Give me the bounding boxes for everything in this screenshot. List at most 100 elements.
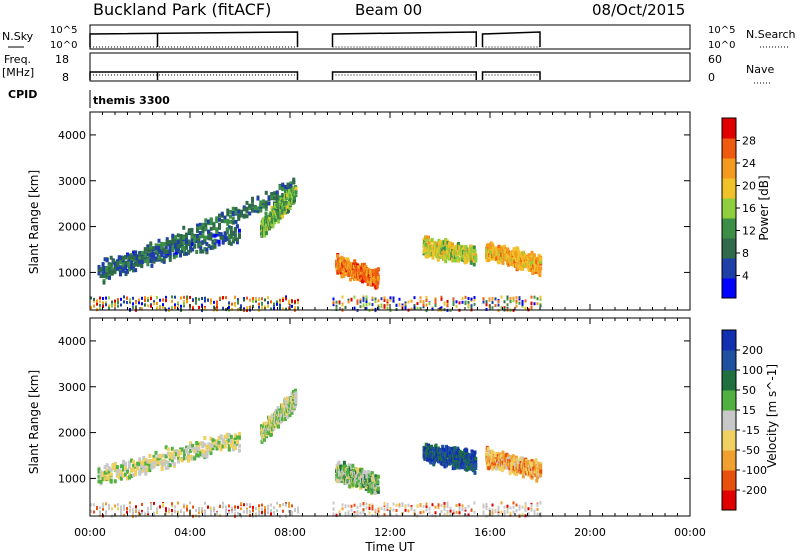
range-gate-pixel-1 (165, 237, 169, 242)
ground-pixel (276, 300, 278, 304)
ground-pixel (183, 511, 185, 515)
range-gate-pixel-0 (195, 249, 199, 254)
range-gate-pixel-4 (505, 465, 509, 470)
range-gate-pixel-5 (521, 266, 525, 271)
ground-pixel (449, 506, 452, 510)
range-gate-pixel-0 (189, 443, 193, 448)
range-gate-pixel-2 (265, 215, 269, 220)
range-gate-pixel-1 (196, 228, 199, 233)
ground-pixel (147, 510, 149, 514)
ground-pixel (440, 510, 443, 514)
ground-pixel (90, 306, 92, 310)
range-gate-pixel-4 (472, 262, 476, 267)
range-gate-pixel-1 (185, 243, 188, 248)
ground-pixel (258, 302, 260, 306)
ground-pixel (530, 508, 533, 512)
ground-pixel (425, 309, 428, 313)
range-gate-pixel-1 (281, 417, 284, 422)
range-gate-pixel-1 (201, 233, 205, 238)
range-gate-pixel-1 (240, 212, 243, 217)
range-gate-pixel-0 (99, 267, 103, 272)
ground-pixel (494, 510, 497, 514)
range-gate-pixel-0 (142, 468, 146, 473)
ground-pixel (374, 307, 377, 311)
range-gate-pixel-0 (178, 249, 182, 254)
range-gate-pixel-3 (339, 268, 343, 273)
ground-pixel (105, 301, 107, 305)
range-gate-pixel-1 (270, 431, 273, 436)
range-gate-pixel-1 (102, 280, 106, 285)
range-gate-pixel-1 (281, 403, 284, 408)
range-gate-pixel-0 (134, 472, 138, 477)
range-gate-pixel-4 (536, 474, 540, 479)
ground-pixel (180, 296, 182, 300)
range-gate-pixel-0 (158, 460, 162, 465)
ground-pixel (270, 503, 272, 507)
range-gate-pixel-1 (215, 229, 219, 234)
range-gate-pixel-0 (203, 247, 207, 252)
ground-pixel (261, 507, 263, 511)
range-gate-pixel-0 (193, 447, 197, 452)
ground-pixel (446, 299, 449, 303)
range-gate-pixel-4 (514, 455, 518, 460)
ground-pixel (410, 505, 413, 509)
range-gate-pixel-0 (134, 268, 138, 273)
range-gate-pixel-1 (204, 222, 208, 227)
ground-pixel (273, 506, 275, 510)
range-gate-pixel-4 (452, 258, 456, 263)
range-gate-pixel-1 (149, 253, 153, 258)
range-gate-pixel-1 (264, 190, 268, 195)
ground-pixel (419, 503, 422, 507)
ground-pixel (446, 503, 449, 507)
ground-pixel (165, 295, 167, 299)
range-gate-pixel-4 (530, 473, 534, 478)
ground-pixel (356, 512, 359, 516)
range-gate-pixel-0 (217, 444, 221, 449)
range-gate-pixel-1 (176, 239, 180, 244)
range-gate-pixel-0 (170, 446, 174, 451)
range-gate-pixel-0 (229, 241, 233, 246)
ground-pixel (353, 503, 356, 507)
ground-pixel (291, 512, 293, 516)
ground-pixel (338, 510, 341, 514)
range-gate-pixel-1 (284, 417, 287, 422)
range-gate-pixel-1 (143, 247, 147, 252)
range-gate-pixel-0 (180, 458, 184, 463)
range-gate-pixel-1 (263, 436, 266, 441)
range-gate-pixel-0 (189, 448, 193, 453)
range-gate-pixel-1 (102, 267, 106, 272)
range-gate-pixel-4 (525, 464, 529, 469)
range-gate-pixel-0 (138, 462, 142, 467)
ground-pixel (225, 508, 227, 512)
ground-pixel (488, 298, 491, 302)
range-gate-pixel-0 (166, 452, 170, 457)
range-gate-pixel-0 (113, 267, 117, 272)
ground-pixel (141, 509, 143, 513)
range-gate-pixel-0 (101, 262, 105, 267)
range-gate-pixel-0 (134, 463, 138, 468)
range-gate-pixel-0 (99, 470, 103, 475)
range-gate-pixel-1 (113, 269, 117, 274)
range-gate-pixel-0 (203, 235, 207, 240)
range-gate-pixel-0 (150, 263, 154, 268)
ground-pixel (356, 505, 359, 509)
range-gate-pixel-0 (217, 436, 221, 441)
ground-pixel (231, 510, 233, 514)
range-gate-pixel-0 (138, 459, 142, 464)
range-gate-pixel-1 (264, 206, 268, 211)
range-gate-pixel-2 (362, 484, 366, 489)
range-gate-pixel-5 (492, 250, 496, 255)
range-gate-pixel-0 (199, 242, 203, 247)
range-gate-pixel-1 (284, 184, 287, 189)
ground-pixel (273, 302, 275, 306)
range-gate-pixel-1 (196, 233, 199, 238)
range-gate-pixel-4 (539, 472, 543, 477)
range-gate-pixel-0 (162, 257, 166, 262)
power-ylabel: Slant Range [km] (27, 170, 41, 274)
range-gate-pixel-3 (474, 460, 478, 465)
range-gate-pixel-0 (237, 228, 241, 233)
ground-pixel (117, 507, 119, 511)
ground-pixel (497, 299, 500, 303)
range-gate-pixel-5 (485, 250, 489, 255)
range-gate-pixel-2 (360, 467, 364, 472)
